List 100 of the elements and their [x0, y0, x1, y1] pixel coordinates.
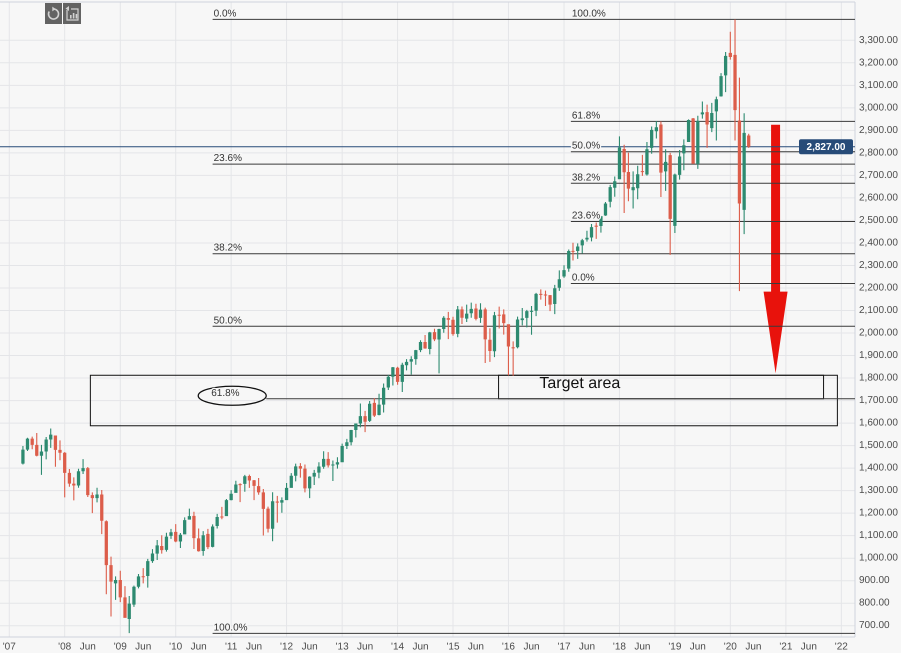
candlestick	[238, 483, 242, 502]
candlestick	[90, 492, 94, 514]
y-tick-label: 1,100.00	[859, 530, 898, 542]
annotation: 38.2%	[572, 172, 600, 184]
x-tick-label: Jun	[634, 642, 650, 652]
candlestick	[696, 116, 700, 169]
x-tick-label: '08	[58, 642, 72, 652]
annotation: 61.8%	[572, 110, 600, 122]
candlestick	[488, 328, 492, 362]
candlestick	[580, 238, 584, 254]
candlestick	[30, 436, 34, 450]
candlestick	[303, 464, 307, 492]
annotation: 0.0%	[214, 8, 237, 20]
candlestick	[169, 528, 173, 539]
x-tick-label: '19	[668, 642, 682, 652]
y-tick-label: 2,500.00	[859, 214, 898, 226]
y-tick-label: 1,300.00	[859, 485, 898, 496]
y-tick-label: 3,200.00	[859, 57, 898, 68]
candlestick	[354, 424, 358, 438]
x-tick-label: Jun	[523, 642, 540, 652]
annotation: 61.8%	[211, 388, 240, 399]
candlestick	[230, 490, 233, 500]
candlestick	[312, 470, 316, 486]
y-tick-label: 900.00	[859, 575, 890, 586]
candlestick	[382, 383, 386, 412]
y-tick-label: 1,400.00	[859, 462, 898, 474]
candlestick	[437, 328, 441, 374]
x-tick-label: '15	[446, 642, 460, 652]
candlestick	[451, 316, 455, 336]
candlestick	[35, 432, 38, 456]
candlestick	[391, 367, 395, 386]
annotation: 38.2%	[214, 242, 242, 254]
x-tick-label: '10	[169, 642, 183, 652]
x-tick-label: Jun	[135, 642, 152, 652]
candlestick	[40, 444, 44, 475]
candlestick	[220, 506, 224, 520]
y-tick-label: 2,700.00	[859, 170, 898, 181]
candlestick	[68, 469, 72, 487]
candlestick	[470, 302, 473, 318]
candlestick	[44, 437, 48, 460]
x-tick-label: Jun	[578, 642, 596, 652]
candlestick	[386, 374, 390, 390]
candlestick	[81, 459, 85, 474]
candlestick	[160, 535, 164, 554]
candlestick	[114, 576, 118, 600]
y-tick-label: 1,700.00	[859, 395, 898, 406]
candlestick	[188, 508, 192, 520]
x-tick-label: '12	[280, 642, 294, 652]
y-tick-label: 700.00	[859, 620, 890, 632]
candlestick	[164, 532, 168, 552]
candlestick	[280, 497, 284, 513]
y-tick-label: 1,500.00	[859, 440, 898, 452]
x-tick-label: Jun	[745, 642, 762, 652]
candlestick	[202, 531, 205, 556]
candlestick	[571, 242, 575, 261]
candlestick	[49, 428, 52, 448]
candlestick	[197, 528, 200, 552]
candlestick	[178, 532, 182, 548]
y-tick-label: 2,400.00	[859, 237, 898, 248]
y-tick-label: 3,000.00	[859, 102, 898, 114]
candlestick	[76, 468, 80, 488]
candlestick	[156, 540, 159, 560]
candlestick	[284, 482, 288, 500]
candlestick	[700, 102, 704, 119]
candlestick	[747, 134, 750, 148]
candlestick	[506, 324, 510, 376]
y-tick-label: 1,800.00	[859, 372, 898, 384]
candlestick	[567, 249, 570, 272]
x-tick-label: '07	[2, 642, 16, 652]
candlestick	[243, 474, 246, 492]
y-tick-label: 2,000.00	[859, 328, 898, 339]
candlestick	[308, 476, 312, 498]
candlestick	[100, 490, 104, 534]
candlestick	[548, 294, 552, 312]
y-tick-label: 800.00	[859, 598, 890, 609]
x-tick-label: Jun	[468, 642, 484, 652]
candlestick	[686, 119, 690, 142]
candlestick	[414, 350, 418, 365]
annotation: 23.6%	[214, 153, 242, 164]
candlestick	[54, 435, 58, 467]
y-tick-label: 2,600.00	[859, 192, 898, 204]
annotation: Target area	[539, 375, 620, 392]
candlestick	[594, 222, 598, 239]
x-tick-label: Jun	[80, 642, 96, 652]
y-tick-label: 2,200.00	[859, 282, 898, 294]
x-tick-label: Jun	[412, 642, 429, 652]
y-tick-label: 3,100.00	[859, 80, 898, 91]
y-tick-label: 2,100.00	[859, 304, 898, 316]
x-tick-label: Jun	[302, 642, 318, 652]
candlestick	[270, 492, 274, 542]
candlestick	[456, 306, 460, 338]
candlestick	[349, 430, 353, 446]
candlestick	[590, 224, 594, 242]
candlestick	[206, 528, 210, 550]
candlestick	[558, 270, 561, 291]
y-tick-label: 1,200.00	[859, 508, 898, 519]
candlestick	[418, 340, 422, 352]
candlestick	[95, 488, 99, 502]
candlestick	[534, 292, 538, 316]
candlestick	[358, 403, 362, 428]
